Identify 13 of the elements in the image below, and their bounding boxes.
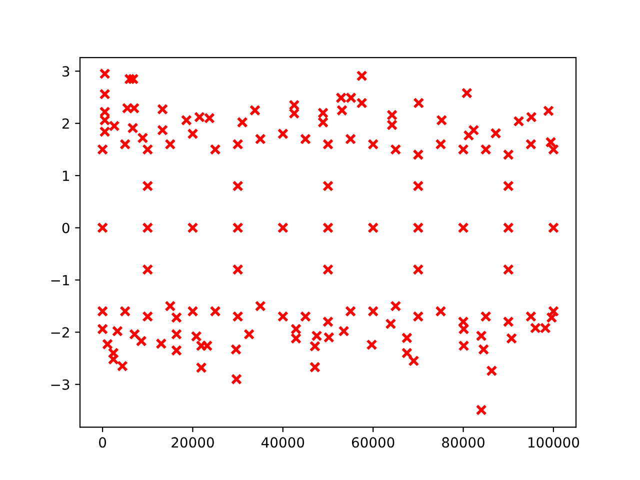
x-tick-label: 80000 xyxy=(442,437,484,448)
x-tick-label: 60000 xyxy=(352,437,394,448)
y-tick-label: 0 xyxy=(62,222,70,234)
y-tick-label: −3 xyxy=(51,379,70,390)
y-tick-label: 3 xyxy=(62,66,70,77)
x-tick-label: 20000 xyxy=(172,437,214,448)
x-tick-label: 100000 xyxy=(528,437,580,448)
y-tick-label: −2 xyxy=(51,327,69,338)
x-tick-label: 40000 xyxy=(261,437,304,448)
y-tick-label: 2 xyxy=(62,118,69,129)
y-tick-label: 1 xyxy=(62,170,69,181)
x-tick-label: 0 xyxy=(99,437,106,448)
y-tick-label: −1 xyxy=(51,275,69,286)
